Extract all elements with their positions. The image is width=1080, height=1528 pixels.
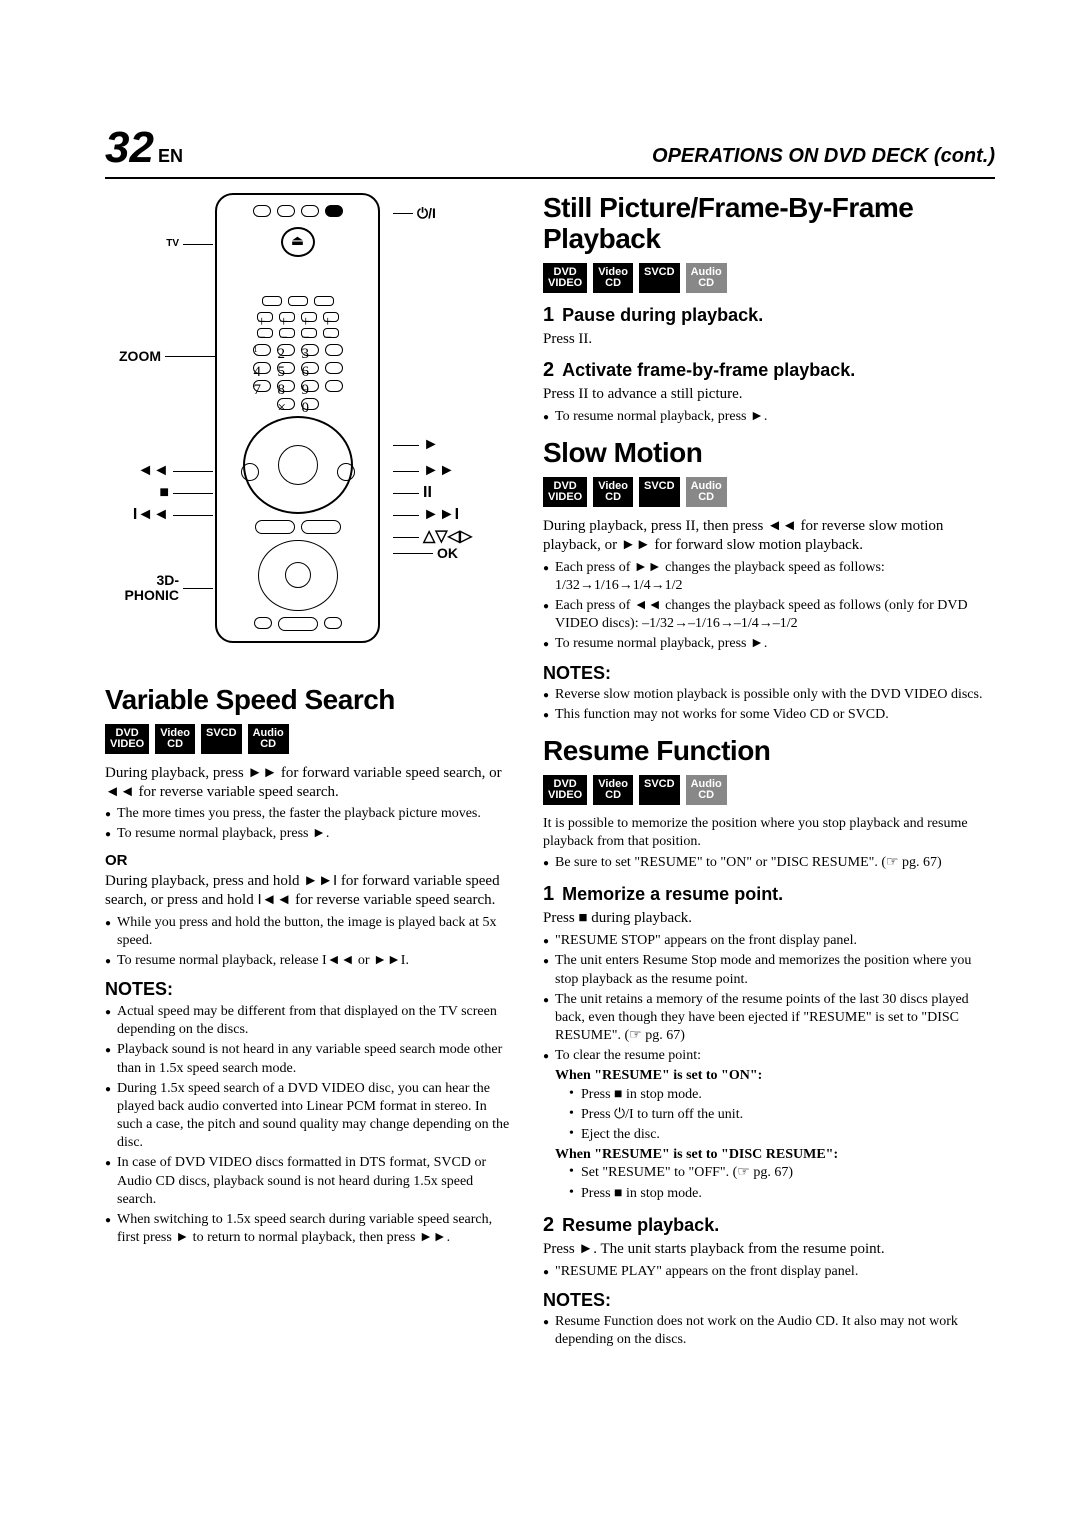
resume-s1b4: To clear the resume point: When "RESUME"… — [543, 1047, 995, 1203]
still-s2p: Press II to advance a still picture. — [543, 385, 995, 404]
resume-badges: DVD VIDEO Video CD SVCD Audio CD — [543, 775, 995, 805]
still-step1: 1Pause during playback. — [543, 303, 995, 328]
left-column: ⏏ ++++ −−−− 123 456 789 ×0 ⏻/I TV ZOOM ►… — [105, 193, 515, 1358]
slow-n2: This function may not works for some Vid… — [543, 706, 995, 724]
callout-power: ⏻/I — [393, 205, 436, 223]
slow-n1: Reverse slow motion playback is possible… — [543, 686, 995, 704]
callout-rew: ◄◄ — [125, 463, 213, 479]
still-step2: 2Activate frame-by-frame playback. — [543, 358, 995, 383]
badge-svcd: SVCD — [201, 724, 242, 754]
vss-notes-h: NOTES: — [105, 978, 515, 1001]
resume-n1: Resume Function does not work on the Aud… — [543, 1313, 995, 1349]
callout-stop: ■ — [125, 485, 213, 501]
resume-s2p: Press ►. The unit starts playback from t… — [543, 1240, 995, 1259]
vss-n5: When switching to 1.5x speed search duri… — [105, 1211, 515, 1247]
vss-b1: The more times you press, the faster the… — [105, 805, 515, 823]
vss-b4: To resume normal playback, release I◄◄ o… — [105, 952, 515, 970]
d-pad — [258, 540, 338, 611]
vss-title: Variable Speed Search — [105, 685, 515, 716]
remote-diagram: ⏏ ++++ −−−− 123 456 789 ×0 ⏻/I TV ZOOM ►… — [105, 193, 515, 673]
slow-title: Slow Motion — [543, 438, 995, 469]
still-s1p: Press II. — [543, 330, 995, 349]
callout-arrows: △▽◁▷ — [393, 529, 472, 545]
callout-ff: ►► — [393, 463, 455, 479]
callout-phonic: 3D- PHONIC — [105, 573, 213, 604]
right-column: Still Picture/Frame-By-Frame Playback DV… — [543, 193, 995, 1358]
resume-s1b1: "RESUME STOP" appears on the front displ… — [543, 932, 995, 950]
vss-para2: During playback, press and hold ►►I for … — [105, 872, 515, 910]
resume-s1b3: The unit retains a memory of the resume … — [543, 991, 995, 1046]
callout-play: ► — [393, 437, 439, 453]
slow-notes-h: NOTES: — [543, 662, 995, 685]
slow-badges: DVD VIDEO Video CD SVCD Audio CD — [543, 477, 995, 507]
callout-prev: I◄◄ — [125, 507, 213, 523]
vss-para1: During playback, press ►► for forward va… — [105, 764, 515, 802]
callout-ok: OK — [393, 545, 458, 563]
callout-next: ►►I — [393, 507, 459, 523]
page-number: 32EN — [105, 120, 183, 175]
resume-s2b: "RESUME PLAY" appears on the front displ… — [543, 1263, 995, 1281]
badge-dvd: DVD VIDEO — [105, 724, 149, 754]
still-title: Still Picture/Frame-By-Frame Playback — [543, 193, 995, 255]
vss-n2: Playback sound is not heard in any varia… — [105, 1041, 515, 1077]
vss-b3: While you press and hold the button, the… — [105, 914, 515, 950]
resume-p1: It is possible to memorize the position … — [543, 815, 995, 850]
resume-step1: 1Memorize a resume point. — [543, 882, 995, 907]
slow-b1: Each press of ►► changes the playback sp… — [543, 559, 995, 595]
or-label: OR — [105, 852, 515, 871]
callout-tv: TV — [125, 238, 213, 251]
vss-n3: During 1.5x speed search of a DVD VIDEO … — [105, 1080, 515, 1153]
vss-n1: Actual speed may be different from that … — [105, 1003, 515, 1039]
jog-dial — [243, 416, 353, 514]
slow-b3: To resume normal playback, press ►. — [543, 635, 995, 653]
vss-badges: DVD VIDEO Video CD SVCD Audio CD — [105, 724, 515, 754]
resume-s1b2: The unit enters Resume Stop mode and mem… — [543, 952, 995, 988]
resume-title: Resume Function — [543, 736, 995, 767]
slow-b2: Each press of ◄◄ changes the playback sp… — [543, 597, 995, 633]
resume-step2: 2Resume playback. — [543, 1213, 995, 1238]
section-header: OPERATIONS ON DVD DECK (cont.) — [652, 144, 995, 169]
resume-notes-h: NOTES: — [543, 1289, 995, 1312]
resume-b0: Be sure to set "RESUME" to "ON" or "DISC… — [543, 854, 995, 872]
resume-s1p: Press ■ during playback. — [543, 909, 995, 928]
page-header: 32EN OPERATIONS ON DVD DECK (cont.) — [105, 120, 995, 179]
badge-vcd: Video CD — [155, 724, 195, 754]
still-s2b: To resume normal playback, press ►. — [543, 408, 995, 426]
callout-zoom: ZOOM — [105, 348, 215, 366]
badge-acd: Audio CD — [248, 724, 289, 754]
still-badges: DVD VIDEO Video CD SVCD Audio CD — [543, 263, 995, 293]
vss-n4: In case of DVD VIDEO discs formatted in … — [105, 1154, 515, 1209]
vss-b2: To resume normal playback, press ►. — [105, 825, 515, 843]
remote-body: ⏏ ++++ −−−− 123 456 789 ×0 — [215, 193, 380, 643]
callout-pause: II — [393, 485, 432, 501]
slow-p1: During playback, press II, then press ◄◄… — [543, 517, 995, 555]
